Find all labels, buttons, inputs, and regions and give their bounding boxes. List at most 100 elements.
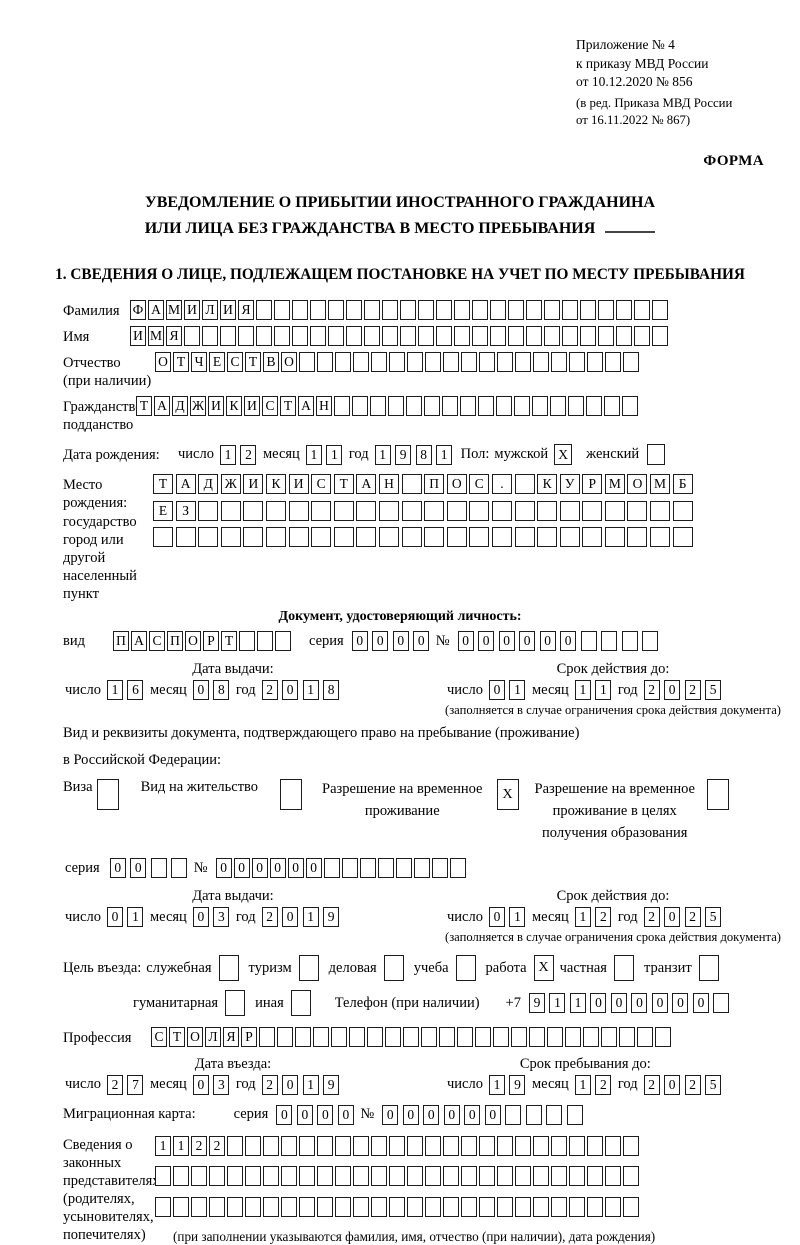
char-cell[interactable] — [335, 1196, 351, 1217]
char-cell[interactable]: 1 — [219, 444, 236, 465]
char-cell[interactable] — [382, 299, 398, 320]
char-cell[interactable] — [511, 1027, 527, 1048]
purpose-private-checkbox[interactable] — [613, 955, 634, 982]
char-cell[interactable]: И — [184, 299, 200, 320]
char-cell[interactable] — [436, 299, 452, 320]
char-cell[interactable] — [526, 325, 542, 346]
char-cell[interactable]: 1 — [509, 907, 526, 928]
char-cell[interactable]: 5 — [705, 907, 722, 928]
char-cell[interactable] — [514, 474, 535, 495]
char-cell[interactable]: С — [311, 474, 332, 495]
char-cell[interactable]: Ж — [190, 396, 206, 417]
char-cell[interactable]: А — [175, 474, 196, 495]
char-cell[interactable]: Д — [172, 396, 188, 417]
char-cell[interactable] — [515, 351, 531, 372]
char-cell[interactable] — [245, 1135, 261, 1156]
char-cell[interactable] — [310, 325, 326, 346]
char-cell[interactable]: И — [130, 325, 146, 346]
char-cell[interactable]: 0 — [560, 631, 577, 652]
char-cell[interactable] — [623, 1135, 639, 1156]
char-cell[interactable] — [601, 631, 618, 652]
char-cell[interactable]: 8 — [415, 444, 432, 465]
char-cell[interactable] — [378, 527, 399, 548]
char-cell[interactable]: 0 — [276, 1104, 293, 1125]
char-cell[interactable] — [155, 1196, 171, 1217]
char-cell[interactable] — [346, 325, 362, 346]
purpose-business-checkbox[interactable] — [383, 955, 404, 982]
char-cell[interactable]: 0 — [106, 907, 123, 928]
char-cell[interactable] — [569, 1166, 585, 1187]
char-cell[interactable] — [292, 299, 308, 320]
char-cell[interactable] — [173, 1196, 189, 1217]
char-cell[interactable] — [313, 1027, 329, 1048]
purpose-official-checkbox[interactable] — [218, 955, 239, 982]
char-cell[interactable]: В — [263, 351, 279, 372]
char-cell[interactable] — [449, 858, 466, 879]
char-cell[interactable]: 1 — [173, 1135, 189, 1156]
char-cell[interactable]: 0 — [610, 993, 627, 1014]
char-cell[interactable] — [533, 351, 549, 372]
char-cell[interactable]: И — [244, 396, 260, 417]
char-cell[interactable] — [604, 396, 620, 417]
char-cell[interactable]: 8 — [213, 680, 230, 701]
char-cell[interactable] — [385, 1027, 401, 1048]
char-cell[interactable]: Я — [238, 299, 254, 320]
char-cell[interactable]: 0 — [215, 858, 232, 879]
char-cell[interactable]: П — [167, 631, 183, 652]
char-cell[interactable]: 1 — [374, 444, 391, 465]
char-cell[interactable] — [333, 527, 354, 548]
char-cell[interactable]: 9 — [528, 993, 545, 1014]
char-cell[interactable]: 2 — [595, 1074, 612, 1095]
char-cell[interactable] — [587, 351, 603, 372]
char-cell[interactable]: 1 — [106, 680, 123, 701]
char-cell[interactable] — [299, 1166, 315, 1187]
char-cell[interactable] — [377, 858, 394, 879]
char-cell[interactable]: Л — [202, 299, 218, 320]
char-cell[interactable]: И — [220, 299, 236, 320]
char-cell[interactable] — [616, 325, 632, 346]
char-cell[interactable] — [191, 1166, 207, 1187]
char-cell[interactable] — [515, 1135, 531, 1156]
char-cell[interactable] — [238, 325, 254, 346]
char-cell[interactable] — [333, 500, 354, 521]
char-cell[interactable] — [424, 527, 445, 548]
char-cell[interactable] — [173, 1166, 189, 1187]
char-cell[interactable] — [328, 299, 344, 320]
char-cell[interactable]: 0 — [192, 1074, 209, 1095]
char-cell[interactable] — [604, 527, 625, 548]
char-cell[interactable]: Т — [169, 1027, 185, 1048]
char-cell[interactable] — [569, 1196, 585, 1217]
char-cell[interactable]: Н — [378, 474, 399, 495]
char-cell[interactable] — [421, 1027, 437, 1048]
char-cell[interactable]: Ф — [130, 299, 146, 320]
char-cell[interactable]: 1 — [549, 993, 566, 1014]
char-cell[interactable]: 0 — [413, 631, 430, 652]
char-cell[interactable] — [491, 500, 512, 521]
char-cell[interactable] — [713, 993, 730, 1014]
char-cell[interactable] — [335, 1135, 351, 1156]
char-cell[interactable] — [637, 1027, 653, 1048]
char-cell[interactable] — [425, 1135, 441, 1156]
char-cell[interactable]: 0 — [488, 680, 505, 701]
char-cell[interactable] — [622, 396, 638, 417]
char-cell[interactable]: 9 — [323, 1074, 340, 1095]
char-cell[interactable] — [598, 299, 614, 320]
char-cell[interactable] — [515, 1166, 531, 1187]
char-cell[interactable]: 2 — [595, 907, 612, 928]
char-cell[interactable] — [634, 325, 650, 346]
char-cell[interactable] — [505, 1104, 522, 1125]
char-cell[interactable] — [364, 299, 380, 320]
char-cell[interactable] — [425, 1196, 441, 1217]
char-cell[interactable] — [356, 500, 377, 521]
char-cell[interactable] — [274, 325, 290, 346]
char-cell[interactable] — [443, 1166, 459, 1187]
char-cell[interactable]: 2 — [643, 1074, 660, 1095]
